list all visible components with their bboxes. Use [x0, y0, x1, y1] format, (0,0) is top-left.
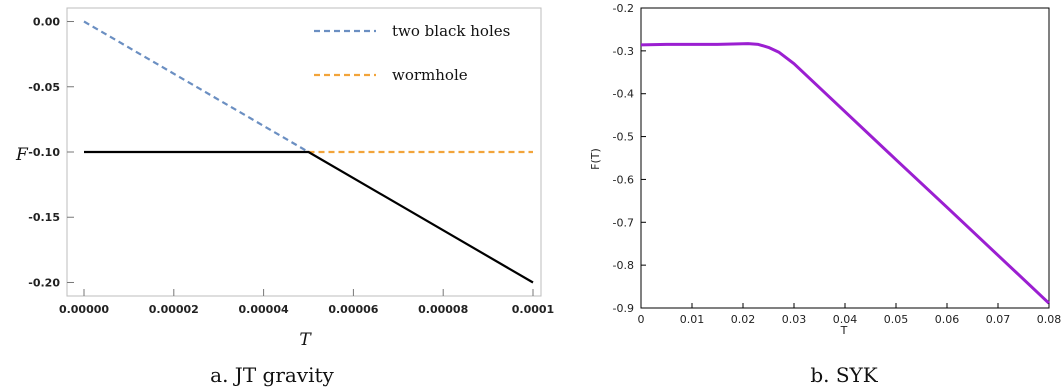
plot-b-y-tick-label: -0.8: [613, 259, 634, 272]
plot-b-x-tick-label: 0.05: [884, 313, 909, 326]
plot-b-frame: [640, 7, 1050, 309]
plot-a-y-label: F: [15, 145, 29, 165]
plot-a-y-ticks: 0.00 -0.05 -0.10 -0.15 -0.20: [28, 16, 74, 289]
legend-label: two black holes: [392, 22, 510, 40]
plot-a-y-tick-label: -0.10: [28, 146, 60, 159]
plot-b-x-tick-label: 0.06: [935, 313, 960, 326]
plot-a-y-tick-label: -0.05: [28, 81, 60, 94]
plot-b-x-label: T: [840, 324, 848, 337]
plot-a-x-tick-label: 0.0001: [512, 303, 554, 316]
jt-gravity-chart: 0.00-0.05-0.10-0.15-0.20 0.00000 0.00002 0…: [15, 7, 554, 387]
plot-b-x-tick-label: 0.02: [731, 313, 756, 326]
plot-a-x-tick-label: 0.00002: [149, 303, 199, 316]
plot-b-x-tick-label: 0.04: [833, 313, 858, 326]
plot-b-y-tick-label: -0.5: [613, 131, 634, 144]
plot-b-y-label: F(T): [589, 148, 602, 170]
plot-a-series: [83, 20, 534, 284]
plot-b-x-tick-label: 0.07: [986, 313, 1011, 326]
plot-a-x-tick-label: 0.00006: [328, 303, 378, 316]
plot-b-y-tick-label: -0.3: [613, 45, 634, 58]
plot-a-x-tick-label: 0.00004: [239, 303, 289, 316]
plot-a-x-ticks: 0.00000 0.00002 0.00004 0.00006 0.00008 0.000…: [59, 289, 554, 316]
plot-b-x-ticks: 0 0.01 0.02 0.03 0.04 0.05 0.06 0.07 0.08: [638, 303, 1062, 326]
plot-a-legend: two black holes wormhole: [314, 22, 510, 84]
plot-a-y-tick-label: -0.15: [28, 211, 60, 224]
plot-b-y-ticks: -0.2 -0.3 -0.4 -0.5 -0.6 -0.7 -0.8 -0.9: [613, 2, 646, 315]
plot-b-x-tick-label: 0.03: [782, 313, 807, 326]
legend-label: wormhole: [392, 66, 468, 84]
plot-b-series: [640, 42, 1051, 305]
plot-b-y-tick-label: -0.2: [613, 2, 634, 15]
plot-b-caption: b. SYK: [810, 363, 878, 387]
plot-a-series-2: [84, 150, 534, 284]
plot-a-x-tick-label: 0.00008: [418, 303, 468, 316]
plot-b-y-tick-label: -0.7: [613, 216, 634, 229]
plot-a-y-tick-label: -0.20: [28, 276, 60, 289]
plot-a-x-tick-label: 0.00000: [59, 303, 109, 316]
plot-b-x-tick-label: 0: [638, 313, 645, 326]
plot-a-x-label: T: [299, 330, 312, 350]
plot-a-y-tick-label: 0.00: [33, 16, 60, 29]
plot-b-y-tick-label: -0.9: [613, 302, 634, 315]
plot-a-caption: a. JT gravity: [210, 363, 334, 387]
plot-b-x-tick-label: 0.08: [1037, 313, 1062, 326]
plot-b-x-tick-label: 0.01: [680, 313, 705, 326]
syk-chart: -0.2 -0.3 -0.4 -0.5 -0.6 -0.7 -0.8 -0.9 0 0.01 0.…: [589, 2, 1061, 387]
plot-a-series-0: [83, 20, 310, 153]
plot-b-y-tick-label: -0.4: [613, 88, 634, 101]
plot-b-series-0: [640, 42, 1051, 305]
plot-b-y-tick-label: -0.6: [613, 173, 634, 186]
